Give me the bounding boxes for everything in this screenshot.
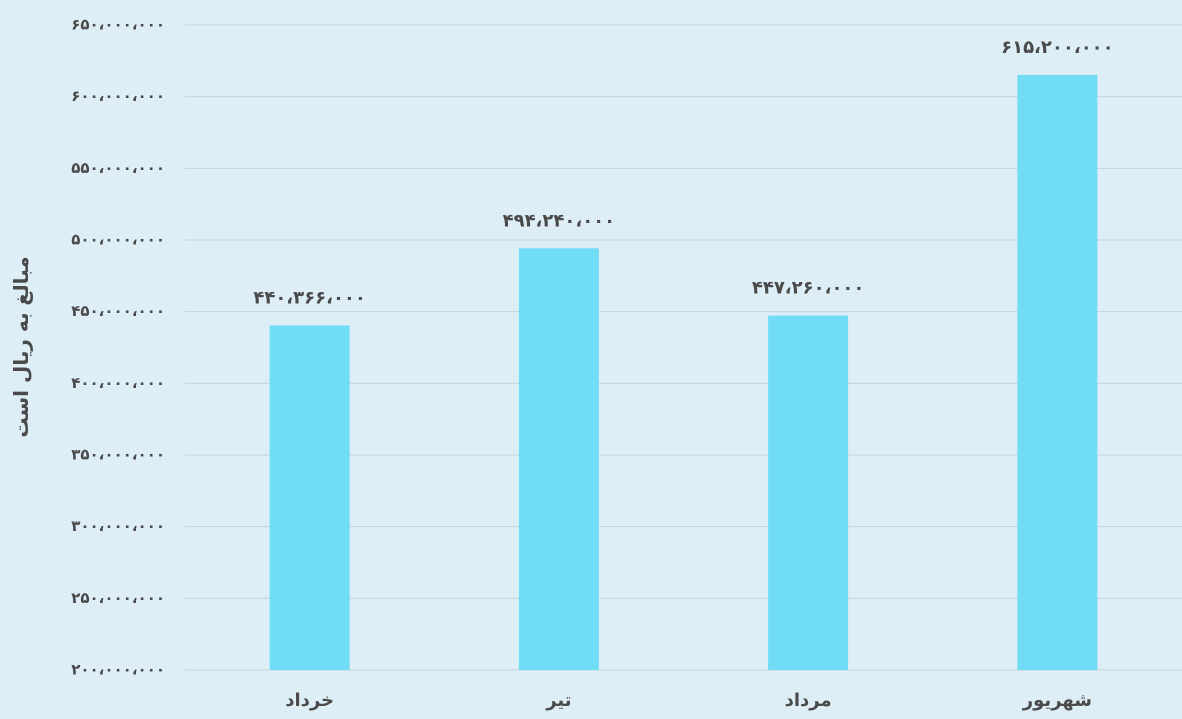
y-tick-label: ۴۵۰،۰۰۰،۰۰۰ xyxy=(71,302,165,320)
y-tick-label: ۲۵۰،۰۰۰،۰۰۰ xyxy=(71,589,165,607)
y-axis-title: مبالغ به ریال است xyxy=(9,256,33,437)
data-label: ۴۴۰،۳۶۶،۰۰۰ xyxy=(253,287,366,308)
y-tick-label: ۳۰۰،۰۰۰،۰۰۰ xyxy=(71,517,165,535)
y-tick-label: ۲۰۰،۰۰۰،۰۰۰ xyxy=(71,661,165,679)
x-tick-label: شهریور xyxy=(1022,690,1092,711)
bar xyxy=(269,325,350,670)
y-tick-label: ۵۵۰،۰۰۰،۰۰۰ xyxy=(71,159,165,177)
x-tick-label: تیر xyxy=(545,690,571,711)
bar xyxy=(1017,74,1098,670)
data-label: ۴۴۷،۲۶۰،۰۰۰ xyxy=(752,278,865,299)
y-tick-label: ۵۰۰،۰۰۰،۰۰۰ xyxy=(71,231,165,249)
x-tick-label: خرداد xyxy=(285,690,334,711)
bar xyxy=(518,248,599,671)
y-tick-label: ۳۵۰،۰۰۰،۰۰۰ xyxy=(71,446,165,464)
y-tick-label: ۶۵۰،۰۰۰،۰۰۰ xyxy=(71,16,165,34)
data-label: ۶۱۵،۲۰۰،۰۰۰ xyxy=(1001,37,1114,58)
bar xyxy=(768,315,849,670)
data-label: ۴۹۴،۲۴۰،۰۰۰ xyxy=(503,210,616,231)
y-tick-label: ۴۰۰،۰۰۰،۰۰۰ xyxy=(71,374,165,392)
x-tick-label: مرداد xyxy=(785,690,832,711)
y-tick-label: ۶۰۰،۰۰۰،۰۰۰ xyxy=(71,87,165,105)
